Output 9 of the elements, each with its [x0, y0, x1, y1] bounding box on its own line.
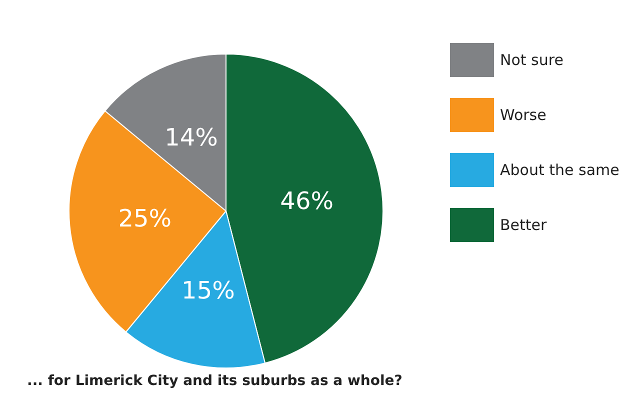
legend-label: Better	[500, 216, 548, 234]
legend-label: Worse	[500, 106, 546, 124]
data-label: 15%	[182, 276, 235, 305]
data-label: 46%	[280, 186, 334, 215]
data-label: 25%	[118, 204, 172, 233]
legend-label: About the same	[500, 161, 620, 179]
data-label: 14%	[164, 123, 218, 152]
text: ... for Limerick City and its suburbs as a whole?	[27, 373, 402, 389]
legend-label: Not sure	[500, 51, 564, 69]
